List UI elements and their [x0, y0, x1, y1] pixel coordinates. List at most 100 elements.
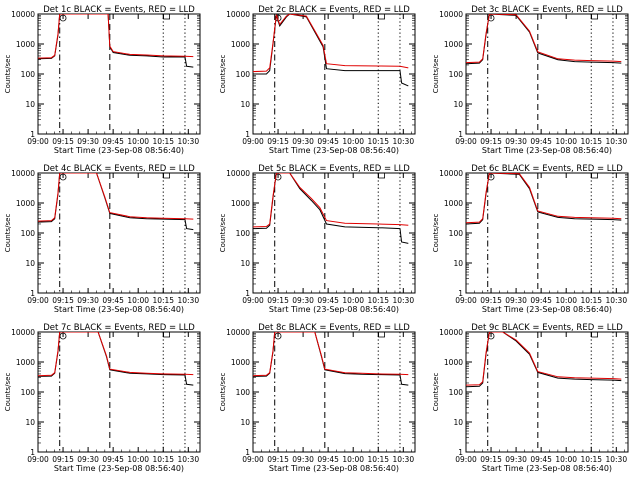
x-tick-label: 09:45 — [530, 455, 552, 464]
x-tick-label: 09:45 — [102, 296, 124, 305]
x-axis-label: Start Time (23-Sep-08 08:56:40) — [54, 305, 184, 314]
plot-frame — [252, 331, 416, 453]
x-axis-label: Start Time (23-Sep-08 08:56:40) — [54, 146, 184, 155]
plot-frame — [465, 13, 629, 135]
start-marker-icon — [59, 332, 67, 340]
x-tick-label: 10:15 — [580, 455, 602, 464]
y-tick-label: 1 — [30, 289, 35, 298]
x-tick-label: 09:30 — [77, 296, 99, 305]
series-line-events — [38, 173, 194, 231]
start-marker-icon — [59, 14, 67, 22]
end-marker-icon — [591, 173, 598, 179]
start-marker-icon — [487, 173, 495, 181]
plot-frame — [252, 172, 416, 294]
y-tick-label: 10000 — [439, 328, 463, 337]
panel-title: Det 2c BLACK = Events, RED = LLD — [258, 5, 410, 15]
y-tick-label: 100 — [21, 229, 36, 238]
series-line-lld — [253, 173, 409, 228]
end-marker-icon — [378, 14, 385, 20]
x-tick-label: 09:30 — [77, 137, 99, 146]
detector-panel-3: 1 10 100 1000 10000 09:00 09:15 09:30 09:45 10:00… — [432, 5, 629, 155]
x-tick-label: 10:30 — [177, 296, 199, 305]
y-tick-label: 1000 — [16, 40, 35, 49]
x-tick-label: 09:00 — [27, 137, 49, 146]
plot-frame — [465, 331, 629, 453]
plot-frame — [37, 13, 201, 135]
y-tick-label: 1 — [458, 448, 463, 457]
detector-panel-8: 1 10 100 1000 10000 09:00 09:15 09:30 09:45 10:00… — [219, 323, 416, 473]
y-tick-label: 1 — [30, 130, 35, 139]
x-tick-label: 10:30 — [392, 455, 414, 464]
y-tick-label: 10000 — [11, 328, 35, 337]
y-tick-label: 10 — [453, 100, 463, 109]
detector-panel-5: 1 10 100 1000 10000 09:00 09:15 09:30 09:45 10:00… — [219, 164, 416, 314]
detector-panel-6: 1 10 100 1000 10000 09:00 09:15 09:30 09:45 10:00… — [432, 164, 629, 314]
x-tick-label: 09:15 — [267, 455, 289, 464]
y-tick-label: 10000 — [11, 169, 35, 178]
series-line-events — [466, 14, 622, 65]
x-axis-label: Start Time (23-Sep-08 08:56:40) — [482, 146, 612, 155]
x-tick-label: 09:00 — [242, 137, 264, 146]
x-axis-label: Start Time (23-Sep-08 08:56:40) — [269, 146, 399, 155]
y-axis-label: Counts/sec — [219, 373, 227, 412]
y-tick-label: 100 — [449, 229, 464, 238]
x-tick-label: 10:15 — [580, 137, 602, 146]
plot-frame — [252, 13, 416, 135]
panel-title: Det 8c BLACK = Events, RED = LLD — [258, 323, 410, 333]
x-axis-label: Start Time (23-Sep-08 08:56:40) — [269, 464, 399, 473]
x-tick-label: 09:45 — [317, 137, 339, 146]
y-tick-label: 100 — [236, 229, 251, 238]
x-tick-label: 10:15 — [152, 137, 174, 146]
series-line-events — [253, 173, 409, 244]
detector-panel-1: 1 10 100 1000 10000 09:00 09:15 09:30 09:45 10:00… — [4, 5, 201, 155]
end-marker-icon — [163, 14, 170, 20]
x-tick-label: 10:15 — [152, 296, 174, 305]
plot-frame — [37, 331, 201, 453]
x-tick-label: 10:15 — [367, 137, 389, 146]
x-tick-label: 10:30 — [392, 137, 414, 146]
y-tick-label: 1 — [458, 289, 463, 298]
y-tick-label: 100 — [236, 388, 251, 397]
y-tick-label: 1000 — [231, 199, 250, 208]
y-axis-label: Counts/sec — [4, 373, 12, 412]
series-line-lld — [466, 14, 622, 64]
panel-title: Det 6c BLACK = Events, RED = LLD — [471, 164, 623, 174]
y-axis-label: Counts/sec — [432, 373, 440, 412]
x-tick-label: 10:15 — [367, 296, 389, 305]
x-tick-label: 09:15 — [480, 455, 502, 464]
y-tick-label: 10000 — [226, 10, 250, 19]
x-tick-label: 09:15 — [480, 296, 502, 305]
x-tick-label: 09:00 — [27, 296, 49, 305]
x-tick-label: 09:45 — [530, 137, 552, 146]
x-axis-label: Start Time (23-Sep-08 08:56:40) — [482, 305, 612, 314]
y-axis-label: Counts/sec — [219, 214, 227, 253]
panel-title: Det 3c BLACK = Events, RED = LLD — [471, 5, 623, 15]
x-tick-label: 09:00 — [27, 455, 49, 464]
panel-title: Det 1c BLACK = Events, RED = LLD — [43, 5, 195, 15]
series-line-events — [38, 332, 194, 386]
x-tick-label: 09:15 — [267, 296, 289, 305]
x-tick-label: 09:00 — [242, 296, 264, 305]
y-axis-label: Counts/sec — [432, 55, 440, 94]
x-tick-label: 09:45 — [530, 296, 552, 305]
series-line-lld — [466, 173, 622, 224]
x-tick-label: 10:30 — [605, 455, 627, 464]
panel-title: Det 7c BLACK = Events, RED = LLD — [43, 323, 195, 333]
x-axis-label: Start Time (23-Sep-08 08:56:40) — [54, 464, 184, 473]
series-line-lld — [253, 14, 409, 73]
x-tick-label: 09:30 — [77, 455, 99, 464]
x-tick-label: 09:45 — [317, 296, 339, 305]
y-tick-label: 1 — [245, 448, 250, 457]
end-marker-icon — [591, 332, 598, 338]
y-tick-label: 100 — [21, 70, 36, 79]
x-tick-label: 09:00 — [455, 455, 477, 464]
detector-panel-4: 1 10 100 1000 10000 09:00 09:15 09:30 09:45 10:00… — [4, 164, 201, 314]
detector-panel-7: 1 10 100 1000 10000 09:00 09:15 09:30 09:45 10:00… — [4, 323, 201, 473]
y-tick-label: 100 — [449, 388, 464, 397]
y-tick-label: 1000 — [231, 358, 250, 367]
x-tick-label: 10:00 — [342, 455, 364, 464]
y-tick-label: 10 — [240, 100, 250, 109]
x-tick-label: 09:30 — [505, 455, 527, 464]
panel-title: Det 5c BLACK = Events, RED = LLD — [258, 164, 410, 174]
x-tick-label: 09:00 — [455, 137, 477, 146]
